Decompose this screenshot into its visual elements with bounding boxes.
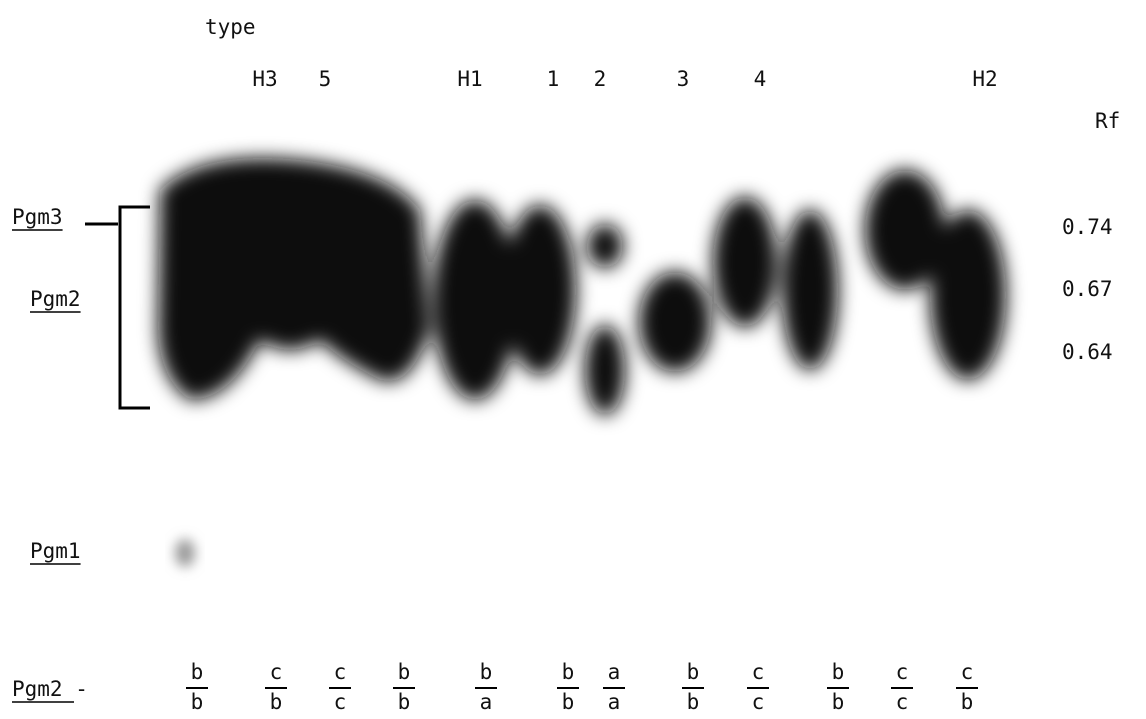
allele-bottom: a: [608, 690, 621, 714]
allele-bottom: b: [687, 690, 700, 714]
allele-top: c: [961, 660, 974, 684]
allele-bottom: b: [191, 690, 204, 714]
allele-bottom: b: [961, 690, 974, 714]
lane-label: 3: [677, 67, 690, 91]
allele-bottom: c: [896, 690, 909, 714]
lane-label: H3: [252, 67, 277, 91]
rf-value: 0.74: [1062, 215, 1113, 239]
locus-label: Pgm3: [12, 205, 63, 229]
allele-top: c: [334, 660, 347, 684]
allele-top: b: [191, 660, 204, 684]
lane-label: 4: [754, 67, 767, 91]
allele-top: b: [480, 660, 493, 684]
allele-top: b: [398, 660, 411, 684]
lane-label: H1: [457, 67, 482, 91]
allele-top: b: [832, 660, 845, 684]
faint-spots: [175, 539, 195, 567]
rf-value: 0.67: [1062, 277, 1113, 301]
locus-label: Pgm2: [30, 287, 81, 311]
allele-top: c: [752, 660, 765, 684]
allele-bottom: b: [562, 690, 575, 714]
locus-label: Pgm1: [30, 539, 81, 563]
gel-bands: [158, 158, 1006, 415]
allele-bottom: b: [398, 690, 411, 714]
lane-label: H2: [972, 67, 997, 91]
allele-top: a: [608, 660, 621, 684]
lane-label: 1: [547, 67, 560, 91]
type-title: type: [205, 15, 256, 39]
lane-label: 2: [594, 67, 607, 91]
allele-bottom: c: [752, 690, 765, 714]
rf-title: Rf: [1095, 109, 1120, 133]
allele-bottom: a: [480, 690, 493, 714]
allele-top: c: [270, 660, 283, 684]
allele-bottom: c: [334, 690, 347, 714]
genotype-label: Pgm2 -: [12, 677, 88, 701]
lane-label: 5: [319, 67, 332, 91]
allele-top: b: [562, 660, 575, 684]
allele-top: c: [896, 660, 909, 684]
rf-value: 0.64: [1062, 340, 1113, 364]
allele-bottom: b: [832, 690, 845, 714]
allele-top: b: [687, 660, 700, 684]
bracket: [85, 205, 150, 410]
allele-bottom: b: [270, 690, 283, 714]
